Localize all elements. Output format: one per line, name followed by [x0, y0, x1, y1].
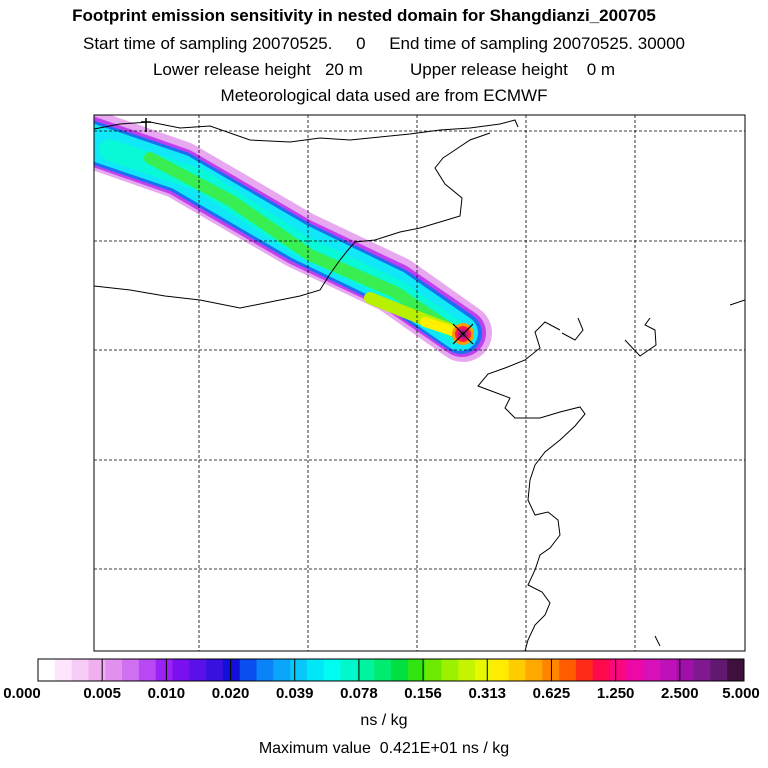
- start-time-label: Start time of sampling 20070525.: [82, 34, 333, 53]
- maximum-value-line: Maximum value 0.421E+01 ns / kg: [0, 740, 768, 758]
- colorbar-cell: [575, 659, 594, 681]
- colorbar-cell: [676, 659, 695, 681]
- upper-release-label: Upper release height: [409, 60, 568, 79]
- colorbar-cell: [592, 659, 611, 681]
- colorbar-tick-label: 0.010: [147, 685, 186, 702]
- start-time-value: 0: [356, 34, 366, 53]
- coastline-fragment-east: [624, 317, 657, 357]
- colorbar-cell: [273, 659, 291, 681]
- colorbar-cell: [441, 659, 459, 681]
- colorbar-cell: [626, 659, 644, 681]
- colorbar-cell: [54, 659, 73, 681]
- map-frame: [93, 114, 746, 652]
- colorbar-tick-label: 1.250: [596, 685, 635, 702]
- colorbar-cell: [727, 659, 745, 681]
- colorbar-cell: [222, 659, 241, 681]
- colorbar-cell: [323, 659, 342, 681]
- colorbar-cell: [609, 659, 627, 681]
- colorbar-tick-label: 0.313: [468, 685, 507, 702]
- colorbar-cell: [290, 659, 308, 681]
- colorbar-cell: [508, 659, 526, 681]
- colorbar-cell: [710, 659, 728, 681]
- colorbar-cell: [391, 659, 409, 681]
- colorbar-cell: [643, 659, 661, 681]
- plume-band-green: [144, 152, 462, 339]
- map-grid: [94, 115, 745, 651]
- colorbar-cells: [38, 659, 745, 681]
- colorbar-tick-label: 0.078: [340, 685, 378, 702]
- colorbar-cell: [542, 659, 560, 681]
- colorbar-cell: [239, 659, 258, 681]
- coastline-fragment-bottom: [654, 635, 661, 647]
- colorbar-frame: [37, 658, 745, 682]
- colorbar-cell: [71, 659, 89, 681]
- colorbar-cell: [105, 659, 123, 681]
- colorbar-tick-label: 0.039: [275, 685, 314, 702]
- release-height-line: Lower release height 20 m Upper release …: [0, 60, 768, 80]
- colorbar-tick-label: 0.005: [83, 685, 121, 702]
- max-value-label: Maximum value: [258, 740, 371, 757]
- map-area: [94, 115, 745, 651]
- colorbar-cell: [122, 659, 140, 681]
- sampling-time-line: Start time of sampling 20070525. 0 End t…: [0, 34, 768, 54]
- met-data-line: Meteorological data used are from ECMWF: [220, 86, 548, 105]
- colorbar-cell: [138, 659, 157, 681]
- colorbar-cell: [88, 659, 106, 681]
- lower-release-value: 20 m: [324, 60, 363, 79]
- northern-border-line: [94, 119, 519, 143]
- end-time-label: End time of sampling 20070525. 30000: [389, 34, 686, 53]
- lower-release-label: Lower release height: [152, 60, 311, 79]
- colorbar-cell: [38, 659, 56, 681]
- colorbar-cell: [491, 659, 510, 681]
- colorbar-cell: [407, 659, 426, 681]
- release-marker-icon: [141, 118, 151, 132]
- colorbar-cell: [306, 659, 325, 681]
- colorbar-tick-label: 0.020: [211, 685, 250, 702]
- colorbar-cell: [256, 659, 274, 681]
- colorbar-cell: [189, 659, 207, 681]
- max-value: 0.421E+01 ns / kg: [379, 740, 510, 757]
- colorbar-cell: [475, 659, 493, 681]
- colorbar-cell: [525, 659, 543, 681]
- plot-title: Footprint emission sensitivity in nested…: [72, 6, 656, 25]
- upper-release-value: 0 m: [586, 60, 616, 79]
- colorbar-cell: [559, 659, 577, 681]
- colorbar-cell: [155, 659, 173, 681]
- colorbar-cell: [357, 659, 375, 681]
- colorbar-cell: [424, 659, 442, 681]
- colorbar-cell: [458, 659, 476, 681]
- colorbar-tick-label: 0.156: [404, 685, 442, 702]
- colorbar-tick-label: 0.625: [532, 685, 571, 702]
- eastern-coastline: [477, 321, 586, 651]
- receptor-marker-icon: [452, 323, 474, 345]
- units-label: ns / kg: [360, 712, 408, 729]
- colorbar-cell: [206, 659, 224, 681]
- coastline-fragment-right: [729, 299, 745, 306]
- colorbar-cell: [172, 659, 190, 681]
- colorbar-cell: [693, 659, 711, 681]
- colorbar-tick-label: 2.500: [661, 685, 699, 702]
- coastline-fragment-north: [561, 317, 584, 341]
- colorbar-cell: [659, 659, 678, 681]
- colorbar-tick-label: 5.000: [722, 685, 760, 702]
- colorbar-tick-label: 0.000: [3, 685, 41, 702]
- colorbar-cell: [340, 659, 358, 681]
- colorbar-cell: [374, 659, 392, 681]
